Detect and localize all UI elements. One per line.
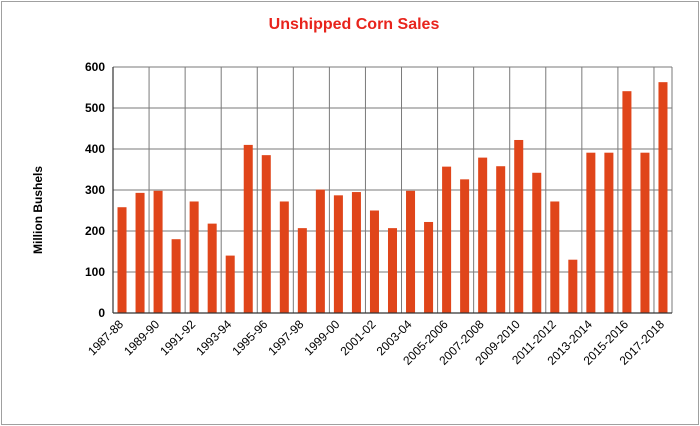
bar-1990-91 <box>171 239 181 313</box>
bar-2003-04 <box>406 190 416 313</box>
bar-2017-2018 <box>658 82 668 313</box>
bar-2006-2007 <box>460 179 470 313</box>
bar-2016-2017 <box>640 152 650 313</box>
bar-2004-05 <box>424 221 434 313</box>
bars-group <box>117 82 668 313</box>
x-tick-label: 1997-98 <box>265 317 306 358</box>
bar-2000-01 <box>351 192 361 313</box>
bar-2015-2016 <box>622 91 632 313</box>
y-tick-labels: 0 100 200 300 400 500 600 <box>85 60 105 320</box>
bar-2009-2010 <box>514 139 524 313</box>
bar-1987-88 <box>117 207 127 313</box>
y-tick-label: 600 <box>85 60 105 74</box>
y-tick-label: 200 <box>85 224 105 238</box>
bar-1996-97 <box>279 201 289 313</box>
bar-1988-89 <box>135 192 145 313</box>
x-tick-label: 1999-00 <box>301 317 342 358</box>
bar-1991-92 <box>189 201 199 313</box>
bar-1989-90 <box>153 190 163 313</box>
bar-2012-2013 <box>568 259 578 313</box>
y-tick-label: 300 <box>85 183 105 197</box>
y-tick-label: 0 <box>98 306 105 320</box>
bar-1999-00 <box>333 195 343 313</box>
bar-2008-2009 <box>496 166 506 313</box>
bar-2011-2012 <box>550 201 560 313</box>
y-tick-label: 100 <box>85 265 105 279</box>
x-tick-label: 2001-02 <box>338 317 379 358</box>
bar-1997-98 <box>297 228 307 313</box>
bar-2013-2014 <box>586 152 596 313</box>
bar-2014-2015 <box>604 152 614 313</box>
gridlines <box>112 66 673 314</box>
y-tick-label: 500 <box>85 101 105 115</box>
x-tick-label: 1987-88 <box>85 317 126 358</box>
x-tick-label: 1993-94 <box>193 317 234 358</box>
bar-2007-2008 <box>478 157 488 313</box>
bar-1992-93 <box>207 223 217 313</box>
y-tick-label: 400 <box>85 142 105 156</box>
bar-2001-02 <box>369 210 379 313</box>
x-tick-labels: 1987-881989-901991-921993-941995-961997-… <box>85 317 667 368</box>
bar-2005-2006 <box>442 166 452 313</box>
bar-2010-2011 <box>532 172 542 313</box>
axes <box>112 67 672 314</box>
bar-2002-03 <box>387 228 398 313</box>
x-tick-label: 1995-96 <box>229 317 270 358</box>
bar-1998-99 <box>315 189 325 313</box>
bar-1994-95 <box>243 144 253 313</box>
x-tick-label: 1991-92 <box>157 317 198 358</box>
y-axis-label: Million Bushels <box>31 166 45 254</box>
x-tick-label: 1989-90 <box>121 317 162 358</box>
chart-title: Unshipped Corn Sales <box>269 16 440 33</box>
bar-1995-96 <box>261 155 271 313</box>
bar-1993-94 <box>225 255 235 313</box>
